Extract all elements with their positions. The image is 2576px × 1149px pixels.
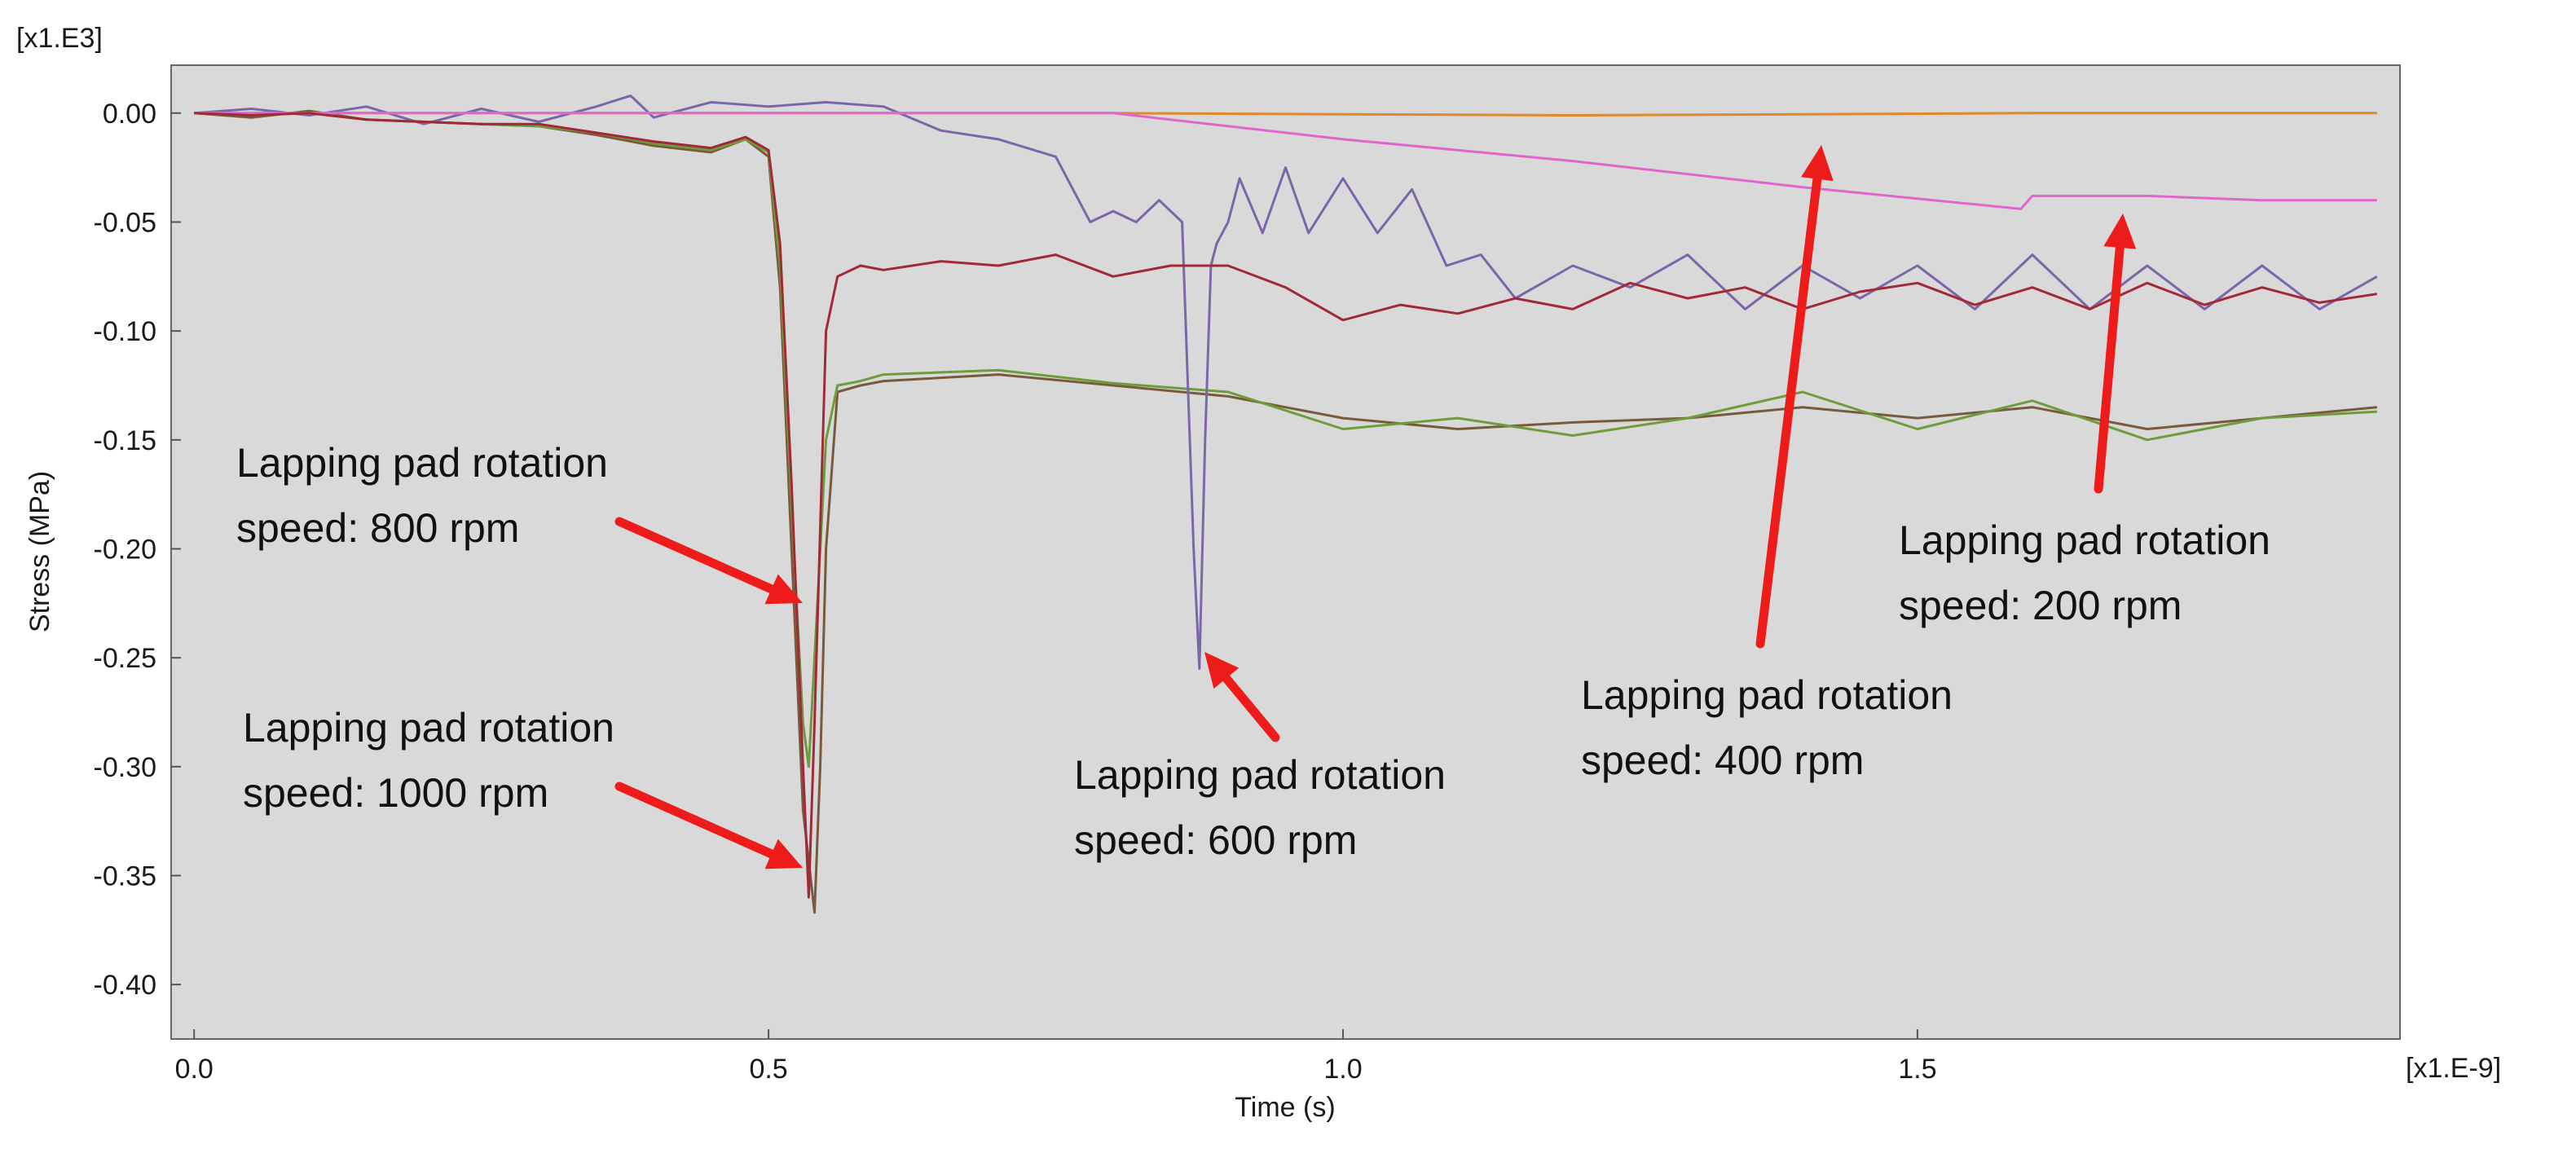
y-multiplier: [x1.E3] <box>16 23 103 54</box>
annotation-800-line2: speed: 800 rpm <box>236 505 519 551</box>
x-tick-label: 1.5 <box>1898 1054 1936 1085</box>
annotation-arrows <box>614 145 2137 869</box>
annotation-200-line2: speed: 200 rpm <box>1899 583 2182 628</box>
series-layer <box>194 94 2378 914</box>
x-tick-label: 1.0 <box>1323 1054 1362 1085</box>
y-tick-label: -0.20 <box>94 534 157 565</box>
series-line-600-rpm <box>194 94 2378 670</box>
annotation-600-line1: Lapping pad rotation <box>1074 752 1446 798</box>
arrow-200 <box>2094 214 2137 494</box>
y-tick-label: -0.25 <box>94 643 157 674</box>
arrow-400 <box>1755 145 1834 649</box>
y-tick-label: -0.40 <box>94 970 157 1001</box>
x-axis-label: Time (s) <box>1235 1092 1335 1123</box>
annotation-400-line2: speed: 400 rpm <box>1581 737 1864 783</box>
y-tick-label: -0.35 <box>94 861 157 891</box>
arrow-1000 <box>614 781 803 869</box>
x-multiplier: [x1.E-9] <box>2406 1053 2501 1084</box>
annotation-1000-line1: Lapping pad rotation <box>243 705 614 751</box>
annotation-1000-line2: speed: 1000 rpm <box>243 770 548 816</box>
annotation-800-line1: Lapping pad rotation <box>236 440 608 486</box>
y-tick-label: -0.05 <box>94 207 157 238</box>
arrow-600 <box>1204 652 1280 742</box>
plot-area <box>170 64 2401 1040</box>
y-tick-label: -0.30 <box>94 752 157 783</box>
y-tick-label: 0.00 <box>103 99 156 130</box>
series-line-800-rpm-(upper-branch) <box>194 112 2378 899</box>
series-line-200-rpm <box>194 112 2377 210</box>
x-tick-label: 0.5 <box>749 1054 787 1085</box>
y-tick-label: -0.15 <box>94 425 157 456</box>
x-tick-label: 0.0 <box>175 1054 214 1085</box>
annotation-600-line2: speed: 600 rpm <box>1074 817 1357 863</box>
y-tick-label: -0.10 <box>94 316 157 347</box>
y-axis-label: Stress (MPa) <box>24 471 55 632</box>
axes: 0.00 -0.05 -0.10 -0.15 -0.20 -0.25 -0.30 -0.35 -… <box>94 99 1937 1085</box>
annotation-400-line1: Lapping pad rotation <box>1581 672 1953 718</box>
annotation-200-line1: Lapping pad rotation <box>1899 517 2270 563</box>
arrow-800 <box>614 517 803 605</box>
